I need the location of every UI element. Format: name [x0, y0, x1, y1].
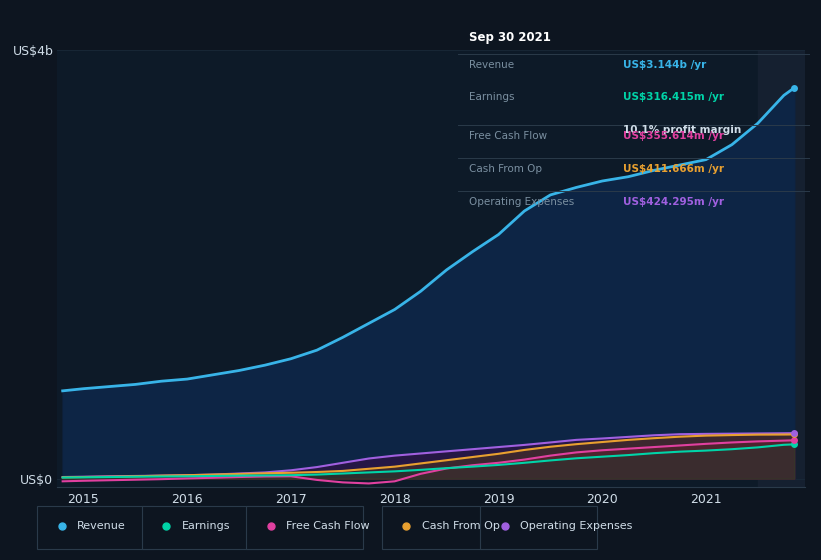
Text: US$316.415m /yr: US$316.415m /yr — [623, 92, 724, 102]
Text: Earnings: Earnings — [181, 521, 230, 531]
Bar — [758, 50, 805, 487]
Text: Cash From Op: Cash From Op — [422, 521, 500, 531]
Text: US$355.614m /yr: US$355.614m /yr — [623, 131, 724, 141]
FancyBboxPatch shape — [141, 506, 259, 549]
Text: Free Cash Flow: Free Cash Flow — [469, 131, 547, 141]
Text: Operating Expenses: Operating Expenses — [521, 521, 633, 531]
Text: 10.1% profit margin: 10.1% profit margin — [623, 125, 741, 135]
Text: US$424.295m /yr: US$424.295m /yr — [623, 197, 724, 207]
Text: US$3.144b /yr: US$3.144b /yr — [623, 60, 707, 70]
Text: Free Cash Flow: Free Cash Flow — [287, 521, 370, 531]
Text: Operating Expenses: Operating Expenses — [469, 197, 574, 207]
Text: Sep 30 2021: Sep 30 2021 — [469, 31, 551, 44]
Text: Cash From Op: Cash From Op — [469, 164, 542, 174]
Text: Revenue: Revenue — [77, 521, 126, 531]
FancyBboxPatch shape — [480, 506, 598, 549]
Text: US$411.666m /yr: US$411.666m /yr — [623, 164, 724, 174]
Text: Earnings: Earnings — [469, 92, 514, 102]
Text: Revenue: Revenue — [469, 60, 514, 70]
FancyBboxPatch shape — [37, 506, 154, 549]
FancyBboxPatch shape — [246, 506, 364, 549]
FancyBboxPatch shape — [382, 506, 499, 549]
